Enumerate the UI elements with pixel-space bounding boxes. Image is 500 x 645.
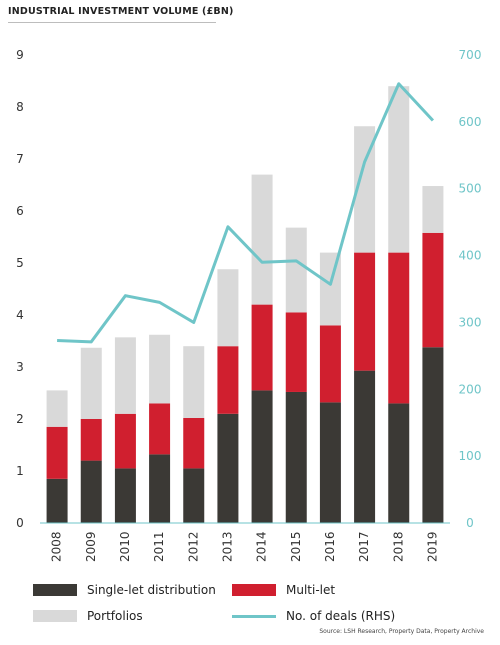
deals-line — [57, 82, 435, 344]
y-left-tick-label: 0 — [16, 516, 24, 530]
bar-single-let-2008 — [46, 478, 68, 523]
x-tick-label-2008: 2008 — [50, 531, 64, 562]
y-left-tick-label: 4 — [16, 308, 24, 322]
source-note: Source: LSH Research, Property Data, Pro… — [319, 628, 484, 635]
bar-single-let-2017 — [354, 370, 376, 523]
y-right-tick-label: 300 — [459, 315, 482, 329]
bar-single-let-2018 — [388, 403, 410, 523]
bar-portfolios-2012 — [183, 346, 205, 418]
y-left-tick-label: 1 — [16, 464, 24, 478]
x-tick-label-2014: 2014 — [255, 531, 269, 562]
y-right-tick-label: 200 — [459, 382, 482, 396]
y-right-tick-label: 500 — [459, 182, 482, 196]
bar-multi-let-2015 — [285, 312, 307, 392]
bar-multi-let-2016 — [319, 325, 341, 403]
bar-portfolios-2019 — [422, 186, 444, 233]
x-tick-label-2017: 2017 — [357, 531, 371, 562]
y-right-tick-label: 600 — [459, 115, 482, 129]
y-right-tick-label: 400 — [459, 249, 482, 263]
bar-portfolios-2010 — [114, 337, 136, 414]
bar-single-let-2013 — [217, 413, 239, 523]
bar-portfolios-2011 — [149, 334, 171, 404]
bar-multi-let-2013 — [217, 346, 239, 414]
bar-multi-let-2011 — [149, 403, 171, 455]
y-right-tick-label: 100 — [459, 449, 482, 463]
bar-single-let-2012 — [183, 468, 205, 523]
bar-single-let-2011 — [149, 454, 171, 523]
y-left-tick-label: 2 — [16, 412, 24, 426]
y-left-tick-label: 8 — [16, 100, 24, 114]
x-tick-label-2009: 2009 — [84, 531, 98, 562]
bar-multi-let-2018 — [388, 252, 410, 404]
bar-portfolios-2015 — [285, 227, 307, 313]
bar-portfolios-2014 — [251, 174, 273, 305]
x-tick-label-2011: 2011 — [152, 531, 166, 562]
y-right-tick-label: 0 — [466, 516, 474, 530]
bar-single-let-2015 — [285, 391, 307, 523]
y-left-tick-label: 7 — [16, 152, 24, 166]
bar-multi-let-2014 — [251, 304, 273, 391]
bar-multi-let-2008 — [46, 426, 68, 479]
bar-portfolios-2009 — [80, 347, 102, 419]
bar-portfolios-2008 — [46, 390, 68, 427]
x-tick-label-2018: 2018 — [391, 531, 405, 562]
y-left-tick-label: 3 — [16, 360, 24, 374]
bar-portfolios-2018 — [388, 86, 410, 253]
x-tick-label-2019: 2019 — [425, 531, 439, 562]
bar-single-let-2009 — [80, 460, 102, 523]
y-left-tick-label: 9 — [16, 48, 24, 62]
title-divider — [8, 22, 216, 23]
bar-multi-let-2017 — [354, 252, 376, 371]
chart-title: INDUSTRIAL INVESTMENT VOLUME (£BN) — [8, 6, 234, 17]
bar-multi-let-2019 — [422, 232, 444, 348]
x-tick-label-2015: 2015 — [289, 531, 303, 562]
y-left-tick-label: 6 — [16, 204, 24, 218]
bar-multi-let-2012 — [183, 417, 205, 469]
bar-multi-let-2010 — [114, 413, 136, 469]
bar-multi-let-2009 — [80, 419, 102, 461]
x-tick-label-2016: 2016 — [323, 531, 337, 562]
bar-single-let-2016 — [319, 402, 341, 523]
bar-single-let-2014 — [251, 390, 273, 523]
bar-single-let-2010 — [114, 468, 136, 523]
x-tick-label-2013: 2013 — [220, 531, 234, 562]
bar-single-let-2019 — [422, 347, 444, 523]
bar-portfolios-2017 — [354, 126, 376, 253]
y-right-tick-label: 700 — [459, 48, 482, 62]
x-tick-label-2010: 2010 — [118, 531, 132, 562]
y-left-tick-label: 5 — [16, 256, 24, 270]
x-tick-label-2012: 2012 — [186, 531, 200, 562]
bar-portfolios-2013 — [217, 269, 239, 347]
